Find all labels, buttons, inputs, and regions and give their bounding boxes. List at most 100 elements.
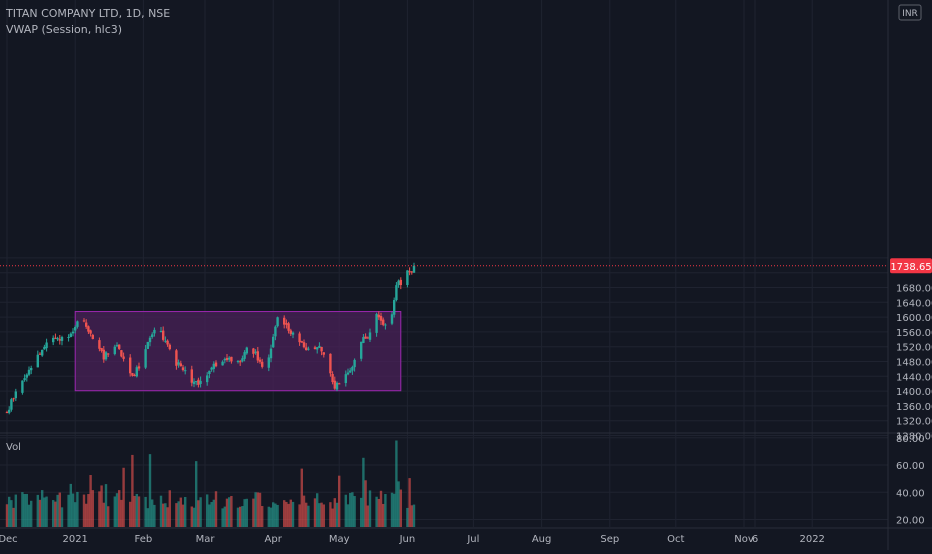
volume-bar[interactable] [285,501,288,527]
candle-body[interactable] [390,314,394,324]
candle-body[interactable] [190,369,193,383]
volume-bar[interactable] [135,493,138,527]
candle-body[interactable] [43,346,46,350]
volume-bar[interactable] [349,492,352,527]
volume-bar[interactable] [212,499,215,527]
candle-body[interactable] [287,323,290,331]
candle-body[interactable] [74,327,77,331]
candle-body[interactable] [298,333,301,343]
candle-body[interactable] [331,374,334,383]
candle-body[interactable] [175,350,178,366]
volume-bar[interactable] [236,507,240,527]
candle-body[interactable] [408,271,411,273]
candle-body[interactable] [412,265,416,273]
volume-bar[interactable] [14,494,17,527]
volume-bar[interactable] [133,495,136,527]
volume-bar[interactable] [366,505,369,527]
volume-bar[interactable] [272,502,275,527]
candle-body[interactable] [133,375,136,377]
volume-bar[interactable] [302,495,306,527]
candle-body[interactable] [252,348,255,354]
candle-body[interactable] [274,326,277,337]
candle-body[interactable] [159,330,163,332]
volume-bar[interactable] [181,504,185,527]
candle-body[interactable] [120,350,123,357]
candle-body[interactable] [98,340,101,349]
volume-bar[interactable] [107,506,110,527]
candle-body[interactable] [335,382,339,390]
candle-body[interactable] [228,357,231,360]
volume-bar[interactable] [393,493,396,527]
volume-bar[interactable] [316,493,319,527]
volume-bar[interactable] [74,502,77,527]
volume-bar[interactable] [289,499,292,527]
candle-body[interactable] [151,334,154,338]
volume-bar[interactable] [100,485,103,527]
volume-bar[interactable] [195,461,198,527]
candle-body[interactable] [56,338,59,340]
candle-body[interactable] [148,337,152,343]
candle-body[interactable] [131,373,134,376]
candle-body[interactable] [230,356,233,362]
volume-bar[interactable] [230,495,233,527]
candle-body[interactable] [364,336,367,339]
candle-body[interactable] [146,341,149,349]
candle-body[interactable] [236,361,240,363]
candle-body[interactable] [368,332,372,340]
candle-body[interactable] [60,337,64,341]
volume-layer[interactable] [5,440,416,527]
candle-body[interactable] [221,361,224,366]
volume-bar[interactable] [252,498,255,527]
candle-body[interactable] [199,380,202,384]
candle-body[interactable] [302,342,306,348]
candle-body[interactable] [71,331,75,334]
candle-body[interactable] [45,342,48,349]
volume-bar[interactable] [162,503,165,527]
volume-bar[interactable] [82,494,86,527]
volume-bar[interactable] [210,502,213,527]
volume-bar[interactable] [129,501,132,527]
candle-body[interactable] [179,363,182,367]
candle-body[interactable] [166,340,169,345]
volume-bar[interactable] [283,500,286,527]
volume-bar[interactable] [318,503,321,527]
candle-body[interactable] [115,345,119,347]
volume-bar[interactable] [298,504,301,527]
candle-body[interactable] [82,320,86,322]
volume-bar[interactable] [375,496,378,527]
candle-body[interactable] [113,346,116,355]
candle-body[interactable] [272,336,275,348]
candle-body[interactable] [195,381,198,383]
volume-bar[interactable] [307,505,310,527]
candle-body[interactable] [344,374,347,384]
volume-bar[interactable] [221,508,224,527]
candle-body[interactable] [395,285,398,301]
volume-bar[interactable] [52,500,55,527]
volume-bar[interactable] [8,496,11,527]
candle-body[interactable] [366,337,369,339]
volume-bar[interactable] [214,491,218,527]
candle-body[interactable] [69,333,72,337]
candle-body[interactable] [122,356,125,359]
candle-body[interactable] [184,370,187,372]
candle-body[interactable] [243,352,246,359]
candle-body[interactable] [267,357,270,368]
candle-body[interactable] [258,359,262,362]
candle-body[interactable] [91,334,94,339]
volume-bar[interactable] [364,480,367,527]
volume-bar[interactable] [131,454,134,527]
volume-bar[interactable] [360,497,363,527]
candle-body[interactable] [291,332,295,335]
volume-bar[interactable] [305,502,308,527]
volume-bar[interactable] [122,467,125,527]
candle-body[interactable] [76,321,79,327]
volume-bar[interactable] [137,496,141,527]
candle-body[interactable] [399,279,402,286]
volume-bar[interactable] [344,494,347,527]
candle-body[interactable] [289,330,292,334]
candle-body[interactable] [353,359,356,368]
candle-body[interactable] [245,347,248,354]
volume-bar[interactable] [395,440,398,527]
volume-bar[interactable] [208,504,211,527]
candle-body[interactable] [269,348,273,359]
